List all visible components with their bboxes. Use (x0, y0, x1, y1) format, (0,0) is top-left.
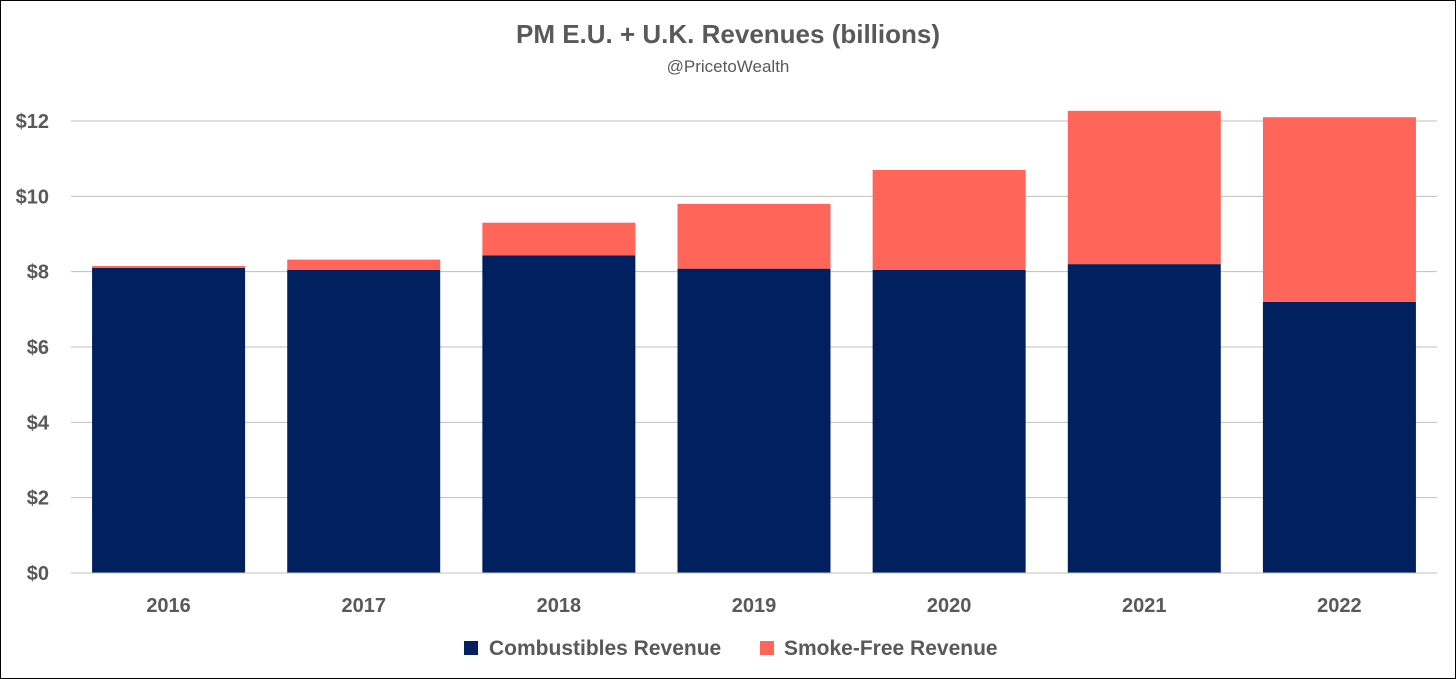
bar-combustibles-2021 (1067, 264, 1221, 573)
legend-label-smoke-free: Smoke-Free Revenue (784, 637, 998, 660)
bar-combustibles-2022 (1262, 301, 1416, 573)
bar-combustibles-2019 (677, 268, 831, 573)
bar-smoke-free-2018 (482, 222, 636, 256)
bar-smoke-free-2016 (92, 266, 246, 268)
y-tick-label: $10 (16, 186, 49, 208)
chart-title: PM E.U. + U.K. Revenues (billions) (516, 19, 940, 49)
bar-smoke-free-2022 (1262, 117, 1416, 302)
bar-smoke-free-2019 (677, 203, 831, 269)
legend-swatch-combustibles (464, 641, 478, 655)
bar-combustibles-2017 (287, 269, 441, 573)
x-tick-label: 2016 (146, 595, 191, 617)
legend-swatch-smoke-free (760, 641, 774, 655)
y-axis-tick-labels: $0 $2 $4 $6 $8 $10 $12 (16, 111, 50, 585)
y-tick-label: $2 (27, 488, 49, 510)
legend-label-combustibles: Combustibles Revenue (489, 637, 721, 660)
y-tick-label: $6 (27, 337, 49, 359)
bar-smoke-free-2020 (872, 169, 1026, 270)
y-tick-label: $8 (27, 262, 49, 284)
bar-combustibles-2018 (482, 255, 636, 573)
y-tick-label: $4 (27, 412, 50, 434)
bars (92, 110, 1416, 573)
bar-smoke-free-2021 (1067, 110, 1221, 265)
x-tick-label: 2018 (537, 595, 582, 617)
x-tick-label: 2017 (341, 595, 386, 617)
bar-combustibles-2016 (92, 267, 246, 573)
bar-smoke-free-2017 (287, 259, 441, 270)
bar-combustibles-2020 (872, 269, 1026, 573)
x-tick-label: 2020 (927, 595, 972, 617)
x-tick-label: 2021 (1122, 595, 1167, 617)
y-tick-label: $12 (16, 111, 49, 133)
y-tick-label: $0 (27, 563, 49, 585)
chart-subtitle: @PricetoWealth (667, 57, 790, 76)
legend: Combustibles Revenue Smoke-Free Revenue (464, 637, 998, 660)
x-axis-tick-labels: 2016 2017 2018 2019 2020 2021 2022 (146, 595, 1361, 617)
x-tick-label: 2022 (1317, 595, 1362, 617)
x-tick-label: 2019 (732, 595, 777, 617)
